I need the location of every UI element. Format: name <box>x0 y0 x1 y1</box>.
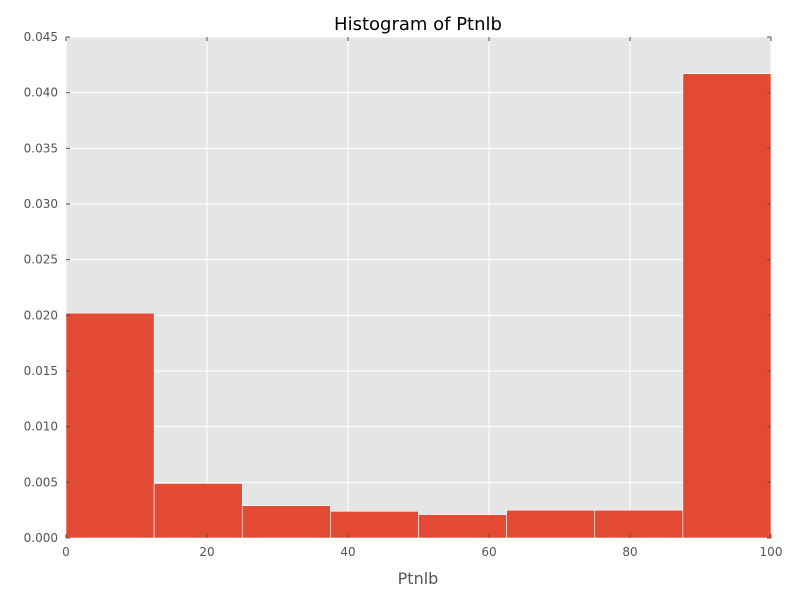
y-tick-label: 0.020 <box>24 308 58 322</box>
histogram-bar-0 <box>65 312 155 539</box>
histogram-bar-4 <box>418 514 507 539</box>
histogram-bar-3 <box>330 510 419 539</box>
histogram-bar-7 <box>682 73 772 539</box>
bars <box>65 73 772 539</box>
axis-ticks <box>65 36 772 539</box>
x-tick-label: 80 <box>622 545 637 559</box>
x-tick-label: 100 <box>760 545 783 559</box>
y-tick-label: 0.025 <box>24 253 58 267</box>
y-tick-label: 0.015 <box>24 364 58 378</box>
y-tick-label: 0.045 <box>24 30 58 44</box>
chart-title: Histogram of Ptnlb <box>334 14 502 35</box>
x-axis-title: Ptnlb <box>398 569 439 588</box>
x-tick-label: 20 <box>199 545 214 559</box>
y-tick-label: 0.010 <box>24 420 58 434</box>
x-tick-label: 0 <box>62 545 70 559</box>
histogram-bar-6 <box>594 509 684 539</box>
histogram-bar-1 <box>153 483 243 539</box>
x-tick-labels: 0 20 40 60 80 100 <box>62 545 782 559</box>
y-tick-label: 0.030 <box>24 197 58 211</box>
histogram-bar-2 <box>241 505 331 539</box>
x-tick-label: 40 <box>340 545 355 559</box>
y-tick-label: 0.040 <box>24 86 58 100</box>
plot-area <box>66 37 771 538</box>
y-tick-label: 0.035 <box>24 141 58 155</box>
y-tick-label: 0.000 <box>24 531 58 545</box>
histogram-bar-5 <box>506 509 596 539</box>
y-tick-label: 0.005 <box>24 475 58 489</box>
x-tick-label: 60 <box>481 545 496 559</box>
y-tick-labels: 0.000 0.005 0.010 0.015 0.020 0.025 0.030 0.035… <box>24 30 58 545</box>
